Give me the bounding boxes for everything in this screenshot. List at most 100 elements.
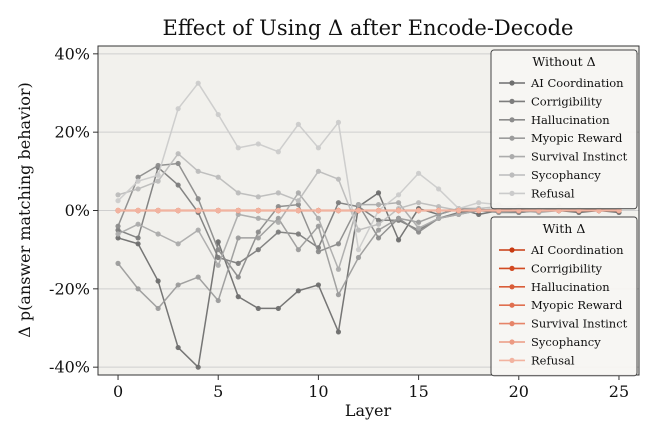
without-myopic-reward-point bbox=[355, 254, 362, 261]
without-sycophancy-point bbox=[115, 192, 121, 198]
x-tick-label: 0 bbox=[113, 382, 123, 401]
without-myopic-reward-point bbox=[295, 247, 301, 253]
without-survival-instinct-point bbox=[456, 211, 462, 218]
without-refusal-point bbox=[195, 80, 201, 86]
legend-marker-refusal bbox=[509, 357, 515, 363]
without-ai-coordination-point bbox=[135, 241, 141, 247]
with-refusal-point bbox=[355, 207, 362, 214]
legend-marker-survival-instinct bbox=[509, 321, 515, 327]
without-refusal-point bbox=[135, 178, 141, 184]
with-refusal-point bbox=[155, 207, 161, 214]
without-survival-instinct-point bbox=[375, 202, 382, 208]
without-ai-coordination-point bbox=[195, 364, 201, 370]
without-hallucination-point bbox=[415, 229, 422, 235]
without-myopic-reward-point bbox=[255, 235, 261, 241]
legend-marker-myopic-reward bbox=[509, 135, 515, 141]
without-hallucination-point bbox=[335, 241, 342, 247]
x-axis-label: Layer bbox=[345, 401, 392, 420]
with-refusal-point bbox=[476, 207, 482, 214]
x-axis-ticks: 0 5 10 15 20 25 bbox=[113, 375, 629, 401]
with-refusal-point bbox=[436, 207, 442, 214]
without-sycophancy-point bbox=[135, 186, 141, 192]
without-sycophancy-point bbox=[195, 168, 201, 174]
without-refusal-point bbox=[315, 145, 322, 151]
without-hallucination-point bbox=[375, 235, 382, 241]
without-survival-instinct-point bbox=[215, 262, 221, 268]
legend-marker-myopic-reward bbox=[509, 302, 515, 308]
without-corrigibility-point bbox=[235, 260, 241, 266]
without-sycophancy-point bbox=[315, 168, 322, 174]
without-refusal-point bbox=[215, 111, 221, 118]
with-refusal-point bbox=[375, 207, 382, 214]
without-hallucination-point bbox=[135, 174, 141, 180]
without-ai-coordination-point bbox=[315, 282, 322, 288]
with-refusal-point bbox=[115, 207, 121, 214]
without-sycophancy-point bbox=[436, 203, 442, 210]
y-axis-ticks: 40% 20% 0% -20% -40% bbox=[49, 44, 98, 377]
without-ai-coordination-point bbox=[395, 237, 402, 243]
y-tick-label: -40% bbox=[49, 358, 90, 377]
without-myopic-reward-point bbox=[195, 274, 201, 280]
with-refusal-point bbox=[395, 207, 402, 214]
without-refusal-point bbox=[155, 172, 161, 178]
without-corrigibility-point bbox=[375, 217, 382, 223]
legend-title: Without Δ bbox=[532, 54, 595, 69]
without-refusal-point bbox=[395, 192, 402, 198]
legend-entry-survival-instinct: Survival Instinct bbox=[531, 150, 628, 164]
without-sycophancy-point bbox=[375, 221, 382, 227]
without-ai-coordination-point bbox=[295, 288, 301, 294]
without-ai-coordination-point bbox=[335, 329, 342, 335]
without-ai-coordination-point bbox=[255, 305, 261, 312]
without-refusal-point bbox=[436, 186, 442, 192]
with-refusal-point bbox=[315, 207, 322, 214]
with-refusal-point bbox=[275, 207, 281, 214]
without-survival-instinct-point bbox=[235, 211, 241, 218]
without-survival-instinct-line bbox=[117, 191, 619, 272]
legend-entry-refusal: Refusal bbox=[531, 353, 575, 367]
legend-marker-corrigibility bbox=[509, 98, 515, 104]
legend-title: With Δ bbox=[543, 221, 586, 236]
without-sycophancy-point bbox=[235, 190, 241, 196]
without-ai-coordination-point bbox=[476, 211, 482, 218]
without-sycophancy-point bbox=[215, 174, 221, 180]
legend-entry-survival-instinct: Survival Instinct bbox=[531, 317, 628, 331]
legend-entry-sycophancy: Sycophancy bbox=[531, 335, 601, 349]
with-refusal-point bbox=[335, 207, 342, 214]
legend-entry-ai-coordination: AI Coordination bbox=[530, 243, 624, 257]
x-tick-label: 10 bbox=[308, 382, 328, 401]
legend-entry-refusal: Refusal bbox=[531, 186, 575, 200]
without-hallucination-point bbox=[175, 160, 181, 167]
without-survival-instinct-point bbox=[155, 231, 161, 237]
without-ai-coordination-point bbox=[235, 294, 241, 300]
without-ai-coordination-point bbox=[375, 190, 382, 196]
without-myopic-reward-point bbox=[335, 292, 342, 298]
without-refusal-point bbox=[275, 149, 281, 155]
with-refusal-point bbox=[456, 207, 462, 214]
without-corrigibility-point bbox=[295, 231, 301, 237]
without-survival-instinct-point bbox=[315, 215, 322, 221]
without-survival-instinct-point bbox=[415, 225, 422, 231]
legend-entry-ai-coordination: AI Coordination bbox=[530, 76, 624, 90]
without-ai-coordination-point bbox=[275, 305, 281, 312]
without-ai-coordination-point bbox=[215, 239, 221, 245]
without-sycophancy-point bbox=[415, 200, 422, 206]
without-myopic-reward-point bbox=[115, 260, 121, 266]
without-myopic-reward-point bbox=[155, 305, 161, 312]
without-survival-instinct-point bbox=[355, 202, 362, 208]
legend-entry-sycophancy: Sycophancy bbox=[531, 168, 601, 182]
with-refusal-point bbox=[175, 207, 181, 214]
without-sycophancy-point bbox=[155, 178, 161, 184]
x-tick-label: 15 bbox=[408, 382, 428, 401]
with-refusal bbox=[115, 207, 622, 214]
legend-without-delta: Without Δ AI Coordination Corrigibility Hal… bbox=[490, 49, 638, 210]
without-corrigibility-point bbox=[335, 200, 342, 206]
without-sycophancy-point bbox=[295, 198, 301, 204]
without-myopic-reward-point bbox=[235, 235, 241, 241]
without-survival-instinct-point bbox=[195, 227, 201, 233]
without-hallucination-point bbox=[155, 162, 161, 169]
legend-entry-corrigibility: Corrigibility bbox=[531, 94, 602, 108]
without-corrigibility-point bbox=[215, 254, 221, 261]
without-survival-instinct-point bbox=[135, 221, 141, 227]
legend-box bbox=[490, 216, 638, 377]
legend-box bbox=[490, 49, 638, 210]
